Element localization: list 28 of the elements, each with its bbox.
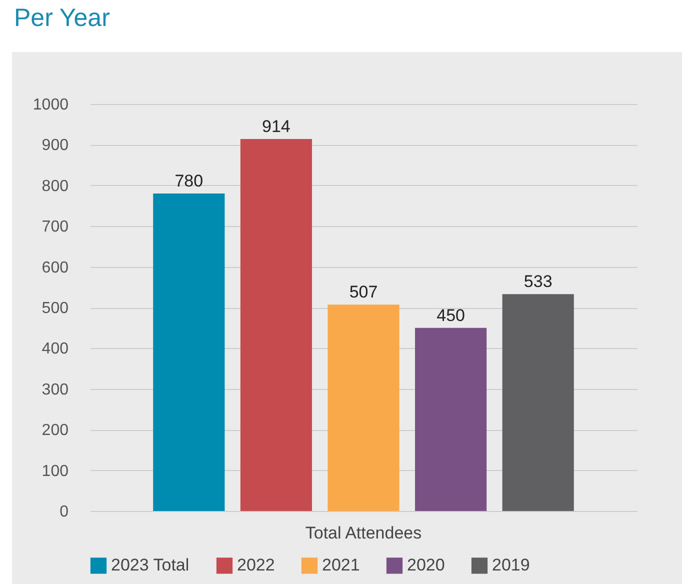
y-tick-label: 400	[42, 340, 69, 358]
data-label: 450	[436, 306, 465, 325]
data-label: 533	[524, 272, 552, 292]
y-tick-label: 600	[42, 259, 69, 276]
legend-label: 2019	[492, 556, 530, 575]
legend-label: 2021	[322, 556, 360, 575]
bar	[328, 304, 400, 511]
y-tick-label: 200	[42, 422, 69, 440]
legend-label: 2023 Total	[111, 556, 190, 575]
data-label: 914	[262, 117, 290, 136]
y-tick-label: 700	[42, 218, 69, 236]
bar	[502, 294, 574, 511]
legend-label: 2020	[407, 556, 445, 575]
bar	[153, 194, 225, 511]
bar	[415, 328, 487, 511]
y-tick-label: 100	[42, 462, 69, 480]
legend-label: 2022	[237, 556, 275, 575]
y-tick-label: 300	[42, 381, 69, 398]
data-label: 507	[349, 282, 378, 302]
y-tick-label: 900	[42, 137, 69, 154]
x-tick-label: Total Attendees	[305, 524, 422, 542]
y-tick-label: 800	[42, 178, 69, 195]
bar	[240, 139, 312, 511]
y-tick-label: 500	[42, 300, 69, 317]
y-tick-label: 0	[60, 504, 69, 520]
chart-title: Per Year	[14, 4, 110, 33]
data-label: 780	[174, 172, 204, 191]
y-tick-label: 1000	[32, 96, 69, 114]
